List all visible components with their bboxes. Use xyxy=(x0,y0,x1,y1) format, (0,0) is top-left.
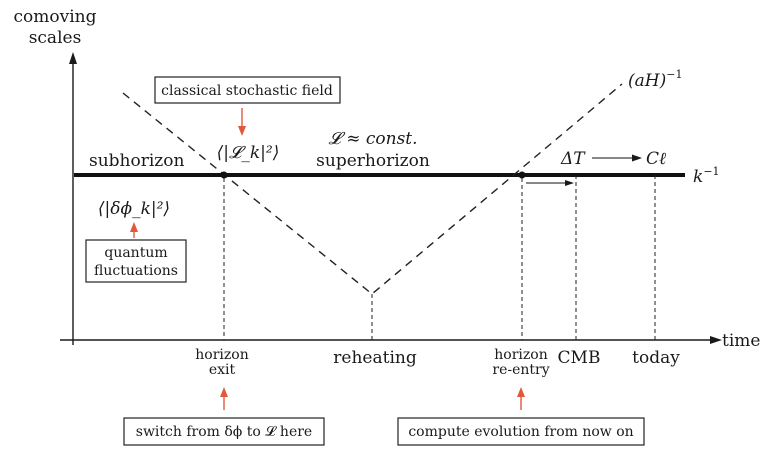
horizon-reentry-point xyxy=(518,171,526,179)
subhorizon-label: subhorizon xyxy=(89,151,184,171)
y-axis: comoving scales xyxy=(14,7,97,345)
k-inverse-exponent: −1 xyxy=(703,165,719,178)
y-axis-arrowhead xyxy=(69,52,77,64)
quantum-text-line1: quantum xyxy=(104,245,167,261)
c-ell-label: Cℓ xyxy=(646,149,666,169)
classical-field-box xyxy=(154,76,341,104)
switch-box xyxy=(123,417,325,446)
superhorizon-label: superhorizon xyxy=(316,151,430,171)
tick-reentry-line1: horizon xyxy=(494,347,547,363)
tick-reentry-line2: re-entry xyxy=(492,362,549,378)
delta-t-label: ΔT xyxy=(560,149,586,169)
quantum-text-line2: fluctuations xyxy=(94,263,178,279)
tick-reheating: reheating xyxy=(333,348,417,368)
quantum-arrowhead xyxy=(130,222,138,232)
y-axis-label-line2: scales xyxy=(29,28,82,48)
x-axis: time xyxy=(60,331,760,351)
quantum-fluctuations-box xyxy=(85,239,187,283)
ah-inverse-base: (aH) xyxy=(628,71,666,91)
k-inverse-label: k−1 xyxy=(693,165,720,187)
x-axis-arrowhead xyxy=(710,336,722,344)
inflaton-power-label: ⟨|δϕ_k|²⟩ xyxy=(98,199,170,219)
horizon-exit-point xyxy=(220,171,228,179)
compute-text: compute evolution from now on xyxy=(408,424,633,440)
classical-field-text: classical stochastic field xyxy=(161,83,333,99)
reentry-evolution-arrowhead xyxy=(565,180,574,186)
ah-inverse-label: (aH)−1 xyxy=(628,68,682,91)
tick-cmb: CMB xyxy=(558,348,601,368)
compute-box xyxy=(397,417,645,446)
delta-t-to-cl-arrowhead xyxy=(632,154,642,162)
classical-field-arrowhead xyxy=(238,126,246,136)
r-const-label: 𝓛 ≈ const. xyxy=(328,129,417,149)
ah-inverse-exponent: −1 xyxy=(666,68,682,81)
tick-today: today xyxy=(632,348,680,368)
switch-arrowhead xyxy=(220,387,228,397)
x-axis-label: time xyxy=(722,331,760,351)
k-inverse-base: k xyxy=(693,167,703,187)
y-axis-label-line1: comoving xyxy=(14,7,97,27)
switch-text: switch from δϕ to 𝓛 here xyxy=(136,424,312,440)
compute-arrowhead xyxy=(517,387,525,397)
tick-horizon-exit-line2: exit xyxy=(209,362,236,378)
curvature-power-label: ⟨|𝓛_k|²⟩ xyxy=(217,143,280,163)
comoving-hubble-radius-curve xyxy=(122,83,623,295)
tick-horizon-exit-line1: horizon xyxy=(195,347,248,363)
